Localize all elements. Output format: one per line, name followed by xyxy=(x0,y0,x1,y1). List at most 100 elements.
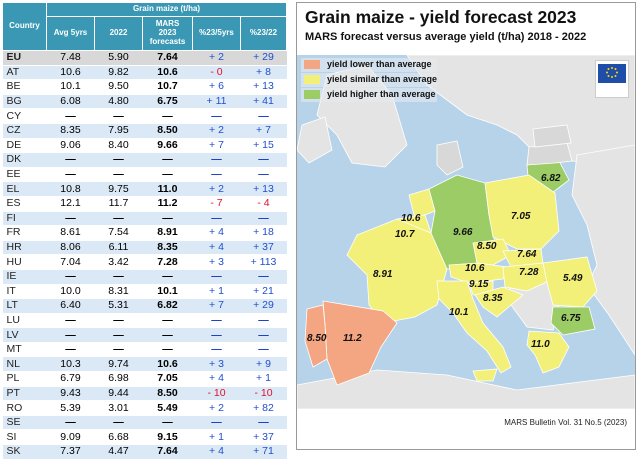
cell-pct-5yrs: - 7 xyxy=(192,196,241,212)
cell-2022: 9.74 xyxy=(94,356,143,373)
cell-pct-5yrs: + 7 xyxy=(192,298,241,314)
cell-avg: — xyxy=(46,269,95,285)
cell-avg: 5.39 xyxy=(46,400,95,416)
cell-pct-22: + 13 xyxy=(240,181,287,197)
cell-mars: 11.2 xyxy=(142,196,193,212)
cell-2022: 8.40 xyxy=(94,138,143,154)
cell-avg: — xyxy=(46,211,95,227)
table-row: FR 8.61 7.54 8.91 + 4 + 18 xyxy=(2,225,287,241)
table-row: IT 10.0 8.31 10.1 + 1 + 21 xyxy=(2,284,287,300)
cell-pct-22: + 113 xyxy=(240,254,287,270)
cell-pct-22: — xyxy=(240,152,287,168)
cell-pct-22: + 37 xyxy=(240,240,287,256)
cell-avg: 10.1 xyxy=(46,79,95,95)
greece-shape xyxy=(526,330,570,374)
cell-pct-5yrs: - 10 xyxy=(192,386,241,402)
table-row: MT — — — — — xyxy=(2,342,287,358)
cell-mars: — xyxy=(142,211,193,227)
cell-pct-5yrs: + 1 xyxy=(192,284,241,300)
cell-avg: 10.8 xyxy=(46,181,95,197)
cell-mars: 10.1 xyxy=(142,284,193,300)
table-row: CY — — — — — xyxy=(2,108,287,124)
cell-pct-22: + 7 xyxy=(240,123,287,139)
scandinavia-shape xyxy=(406,55,635,166)
cell-mars: 5.49 xyxy=(142,400,193,416)
cell-avg: — xyxy=(46,342,95,358)
cell-country: BE xyxy=(2,79,47,95)
cell-pct-5yrs: — xyxy=(192,415,241,431)
cell-pct-5yrs: — xyxy=(192,342,241,358)
portugal-shape xyxy=(304,304,328,368)
cell-pct-22: - 10 xyxy=(240,386,287,402)
cell-pct-5yrs: — xyxy=(192,313,241,329)
cell-pct-5yrs: + 4 xyxy=(192,240,241,256)
cell-pct-5yrs: + 6 xyxy=(192,79,241,95)
legend-swatch-higher xyxy=(304,90,320,99)
cell-2022: — xyxy=(94,269,143,285)
cell-mars: 8.35 xyxy=(142,240,193,256)
label-lt: 6.82 xyxy=(541,173,561,184)
cell-mars: 8.50 xyxy=(142,386,193,402)
cell-pct-22: — xyxy=(240,313,287,329)
table-row: PT 9.43 9.44 8.50- 10- 10 xyxy=(2,386,287,402)
table-row: NL 10.3 9.74 10.6 + 3 + 9 xyxy=(2,356,287,373)
cell-country: AT xyxy=(2,65,47,81)
cell-mars: 6.75 xyxy=(142,94,193,110)
cell-pct-22: — xyxy=(240,167,287,183)
legend-swatch-similar xyxy=(304,75,320,84)
cell-mars: 7.64 xyxy=(142,50,193,66)
cell-country: LT xyxy=(2,298,47,314)
cell-pct-5yrs: + 4 xyxy=(192,371,241,387)
italy-shape xyxy=(436,280,512,374)
label-es: 11.2 xyxy=(343,333,362,344)
cell-pct-5yrs: — xyxy=(192,152,241,168)
label-de: 9.66 xyxy=(453,227,473,238)
cell-mars: — xyxy=(142,108,193,124)
col-header-mars: MARS 2023 forecasts xyxy=(142,16,193,51)
cell-avg: 12.1 xyxy=(46,196,95,212)
cell-2022: — xyxy=(94,167,143,183)
cell-avg: 6.08 xyxy=(46,94,95,110)
cell-2022: 6.11 xyxy=(94,240,143,256)
cell-mars: 9.66 xyxy=(142,138,193,154)
label-ro: 5.49 xyxy=(563,273,583,284)
cell-pct-22: + 9 xyxy=(240,356,287,373)
denmark-shape xyxy=(436,140,464,176)
cell-avg: 8.61 xyxy=(46,225,95,241)
cell-country: LU xyxy=(2,313,47,329)
cell-avg: — xyxy=(46,108,95,124)
cell-mars: — xyxy=(142,269,193,285)
cell-avg: 9.06 xyxy=(46,138,95,154)
cell-2022: 6.98 xyxy=(94,371,143,387)
cell-2022: 9.75 xyxy=(94,181,143,197)
legend-item-higher: yield higher than average xyxy=(301,88,438,102)
cell-pct-22: - 4 xyxy=(240,196,287,212)
table-row: PL 6.79 6.98 7.05 + 4 + 1 xyxy=(2,371,287,387)
cell-pct-5yrs: + 4 xyxy=(192,225,241,241)
cell-2022: 3.01 xyxy=(94,400,143,416)
cell-2022: — xyxy=(94,152,143,168)
cell-avg: — xyxy=(46,152,95,168)
cell-mars: 6.82 xyxy=(142,298,193,314)
africa-shape xyxy=(297,369,635,409)
label-hu: 7.28 xyxy=(519,267,539,278)
cell-2022: — xyxy=(94,342,143,358)
label-pt: 8.50 xyxy=(307,333,327,344)
table-row: LT 6.40 5.31 6.82 + 7 + 29 xyxy=(2,298,287,314)
table-row: HU 7.04 3.42 7.28 + 3 + 113 xyxy=(2,254,287,270)
cell-avg: — xyxy=(46,415,95,431)
cell-pct-5yrs: + 1 xyxy=(192,429,241,446)
cell-pct-5yrs: — xyxy=(192,108,241,124)
sicily-shape xyxy=(472,368,498,382)
legend-item-similar: yield similar than average xyxy=(301,73,438,87)
table-row: LU — — — — — xyxy=(2,313,287,329)
cell-pct-5yrs: — xyxy=(192,211,241,227)
legend-label-similar: yield similar than average xyxy=(327,74,438,84)
cell-pct-22: + 15 xyxy=(240,138,287,154)
cell-pct-5yrs: + 7 xyxy=(192,138,241,154)
table-row: BE 10.1 9.50 10.7 + 6 + 13 xyxy=(2,79,287,95)
table-row: AT 10.6 9.82 10.6- 0 + 8 xyxy=(2,65,287,81)
austria-shape xyxy=(448,262,508,284)
cell-pct-22: — xyxy=(240,327,287,343)
hungary-shape xyxy=(502,262,550,292)
